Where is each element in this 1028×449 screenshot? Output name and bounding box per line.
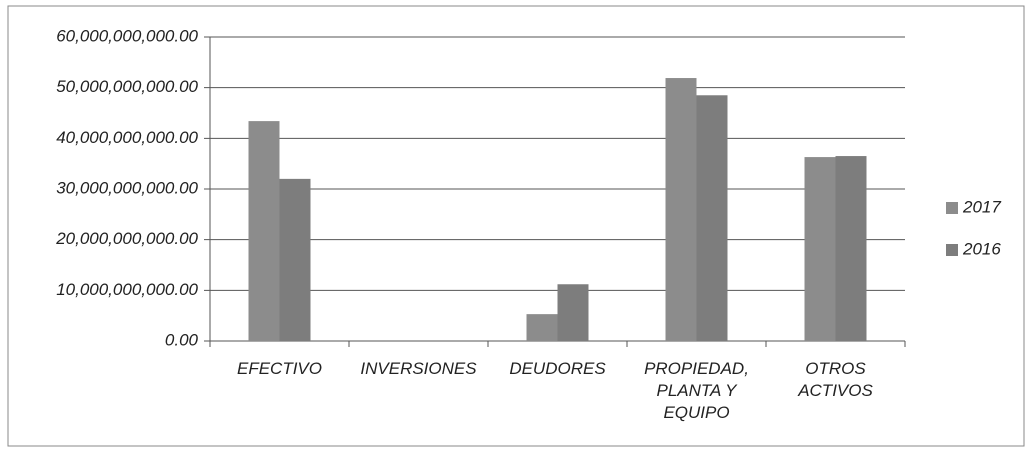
legend-label: 2017 (962, 197, 1001, 216)
y-tick-label: 20,000,000,000.00 (55, 229, 198, 248)
legend-label: 2016 (962, 239, 1001, 258)
x-tick-label: OTROS ACTIVOS (797, 359, 873, 400)
bar (804, 157, 836, 341)
y-tick-label: 60,000,000,000.00 (56, 26, 198, 45)
chart-border (7, 5, 1025, 447)
y-tick-label: 0.00 (165, 330, 199, 349)
x-tick-label: EFECTIVO (237, 359, 322, 378)
legend-swatch (946, 202, 958, 214)
y-tick-label: 10,000,000,000.00 (56, 280, 198, 299)
bar (665, 78, 697, 341)
x-tick-label: PROPIEDAD, PLANTA Y EQUIPO (644, 359, 749, 422)
x-tick-label: INVERSIONES (360, 359, 477, 378)
y-tick-label: 40,000,000,000.00 (56, 128, 198, 147)
x-tick-label: DEUDORES (509, 359, 606, 378)
y-tick-label: 50,000,000,000.00 (56, 77, 198, 96)
bar (279, 178, 311, 341)
bar (526, 314, 558, 341)
y-tick-label: 30,000,000,000.00 (56, 178, 198, 197)
bar (835, 156, 867, 341)
bar (248, 121, 280, 342)
bar (557, 284, 589, 341)
legend-swatch (946, 244, 958, 256)
bar (696, 95, 728, 342)
